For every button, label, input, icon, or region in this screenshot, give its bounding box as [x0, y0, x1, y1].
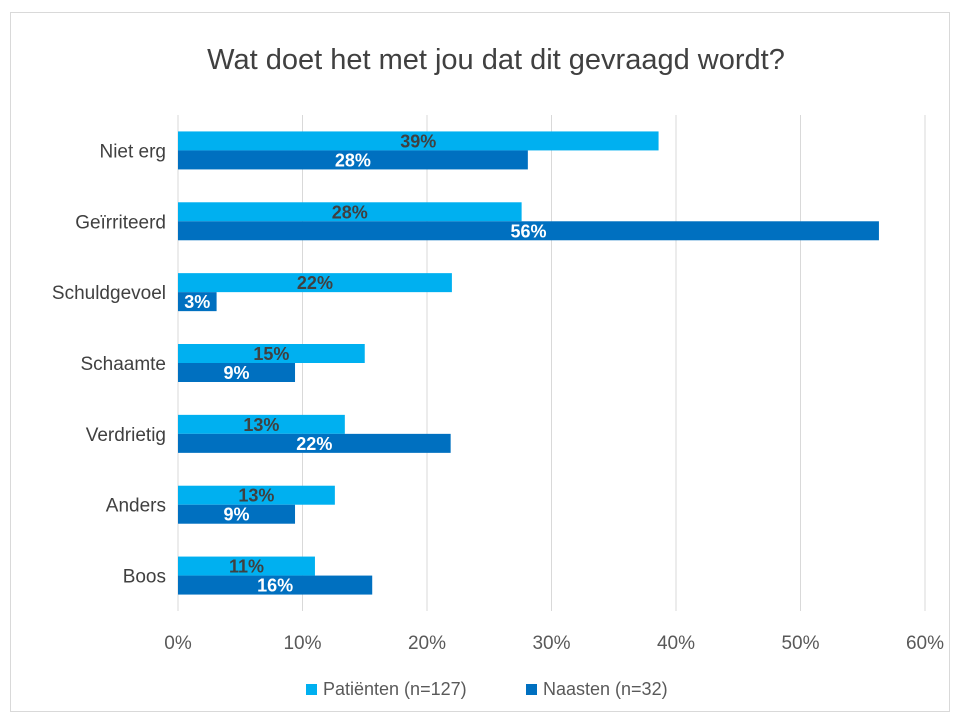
x-tick-label: 10% — [283, 633, 321, 654]
legend-label: Patiënten (n=127) — [323, 679, 467, 699]
category-label: Boos — [123, 567, 166, 588]
legend-swatch-naasten — [526, 684, 537, 695]
data-label: 13% — [243, 415, 279, 435]
bar-patienten — [178, 556, 315, 576]
x-tick-label: 0% — [164, 633, 192, 654]
data-labels: 39%28%28%56%22%3%15%9%13%22%13%9%11%16% — [184, 131, 546, 595]
bar-naasten — [178, 363, 296, 382]
category-label: Verdrietig — [86, 425, 166, 446]
legend-label: Naasten (n=32) — [543, 679, 668, 699]
data-label: 15% — [253, 344, 289, 364]
data-label: 39% — [400, 131, 436, 151]
bar-naasten — [178, 504, 296, 524]
data-label: 28% — [335, 150, 371, 170]
bar-naasten — [178, 575, 373, 595]
bar-naasten — [178, 150, 528, 170]
x-tick-label: 40% — [657, 633, 695, 654]
data-label: 3% — [184, 292, 210, 312]
value-axis: 0% 10% 20% 30% 40% 50% 60% — [164, 633, 944, 654]
gridlines — [177, 115, 926, 611]
bar-chart: Wat doet het met jou dat dit gevraagd wo… — [52, 44, 944, 699]
bar-patienten — [178, 273, 452, 293]
x-tick-label: 60% — [906, 633, 944, 654]
bars — [178, 131, 879, 595]
data-label: 22% — [296, 434, 332, 454]
category-label: Anders — [106, 496, 166, 517]
bar-patienten — [178, 131, 659, 151]
data-label: 16% — [257, 576, 293, 596]
legend-swatch-patienten — [306, 684, 317, 695]
bar-naasten — [178, 221, 879, 241]
category-label: Schuldgevoel — [52, 283, 166, 304]
x-tick-label: 20% — [408, 633, 446, 654]
legend: Patiënten (n=127) Naasten (n=32) — [306, 679, 668, 699]
chart-title: Wat doet het met jou dat dit gevraagd wo… — [207, 44, 785, 76]
bar-patienten — [178, 414, 345, 434]
category-label: Geïrriteerd — [75, 212, 166, 233]
chart-frame: Wat doet het met jou dat dit gevraagd wo… — [10, 12, 950, 712]
bar-naasten — [178, 292, 217, 312]
category-label: Niet erg — [99, 141, 166, 162]
data-label: 9% — [224, 363, 250, 383]
data-label: 9% — [224, 505, 250, 525]
x-tick-label: 50% — [781, 633, 819, 654]
data-label: 22% — [297, 273, 333, 293]
category-label: Schaamte — [80, 354, 166, 375]
bar-patienten — [178, 202, 522, 222]
bar-naasten — [178, 433, 451, 453]
data-label: 13% — [238, 486, 274, 506]
category-axis: Niet erg Geïrriteerd Schuldgevoel Schaamte V… — [52, 141, 166, 587]
data-label: 11% — [229, 557, 264, 577]
bar-patienten — [178, 344, 365, 363]
x-tick-label: 30% — [532, 633, 570, 654]
bar-patienten — [178, 485, 335, 505]
data-label: 56% — [510, 221, 546, 241]
data-label: 28% — [332, 202, 368, 222]
